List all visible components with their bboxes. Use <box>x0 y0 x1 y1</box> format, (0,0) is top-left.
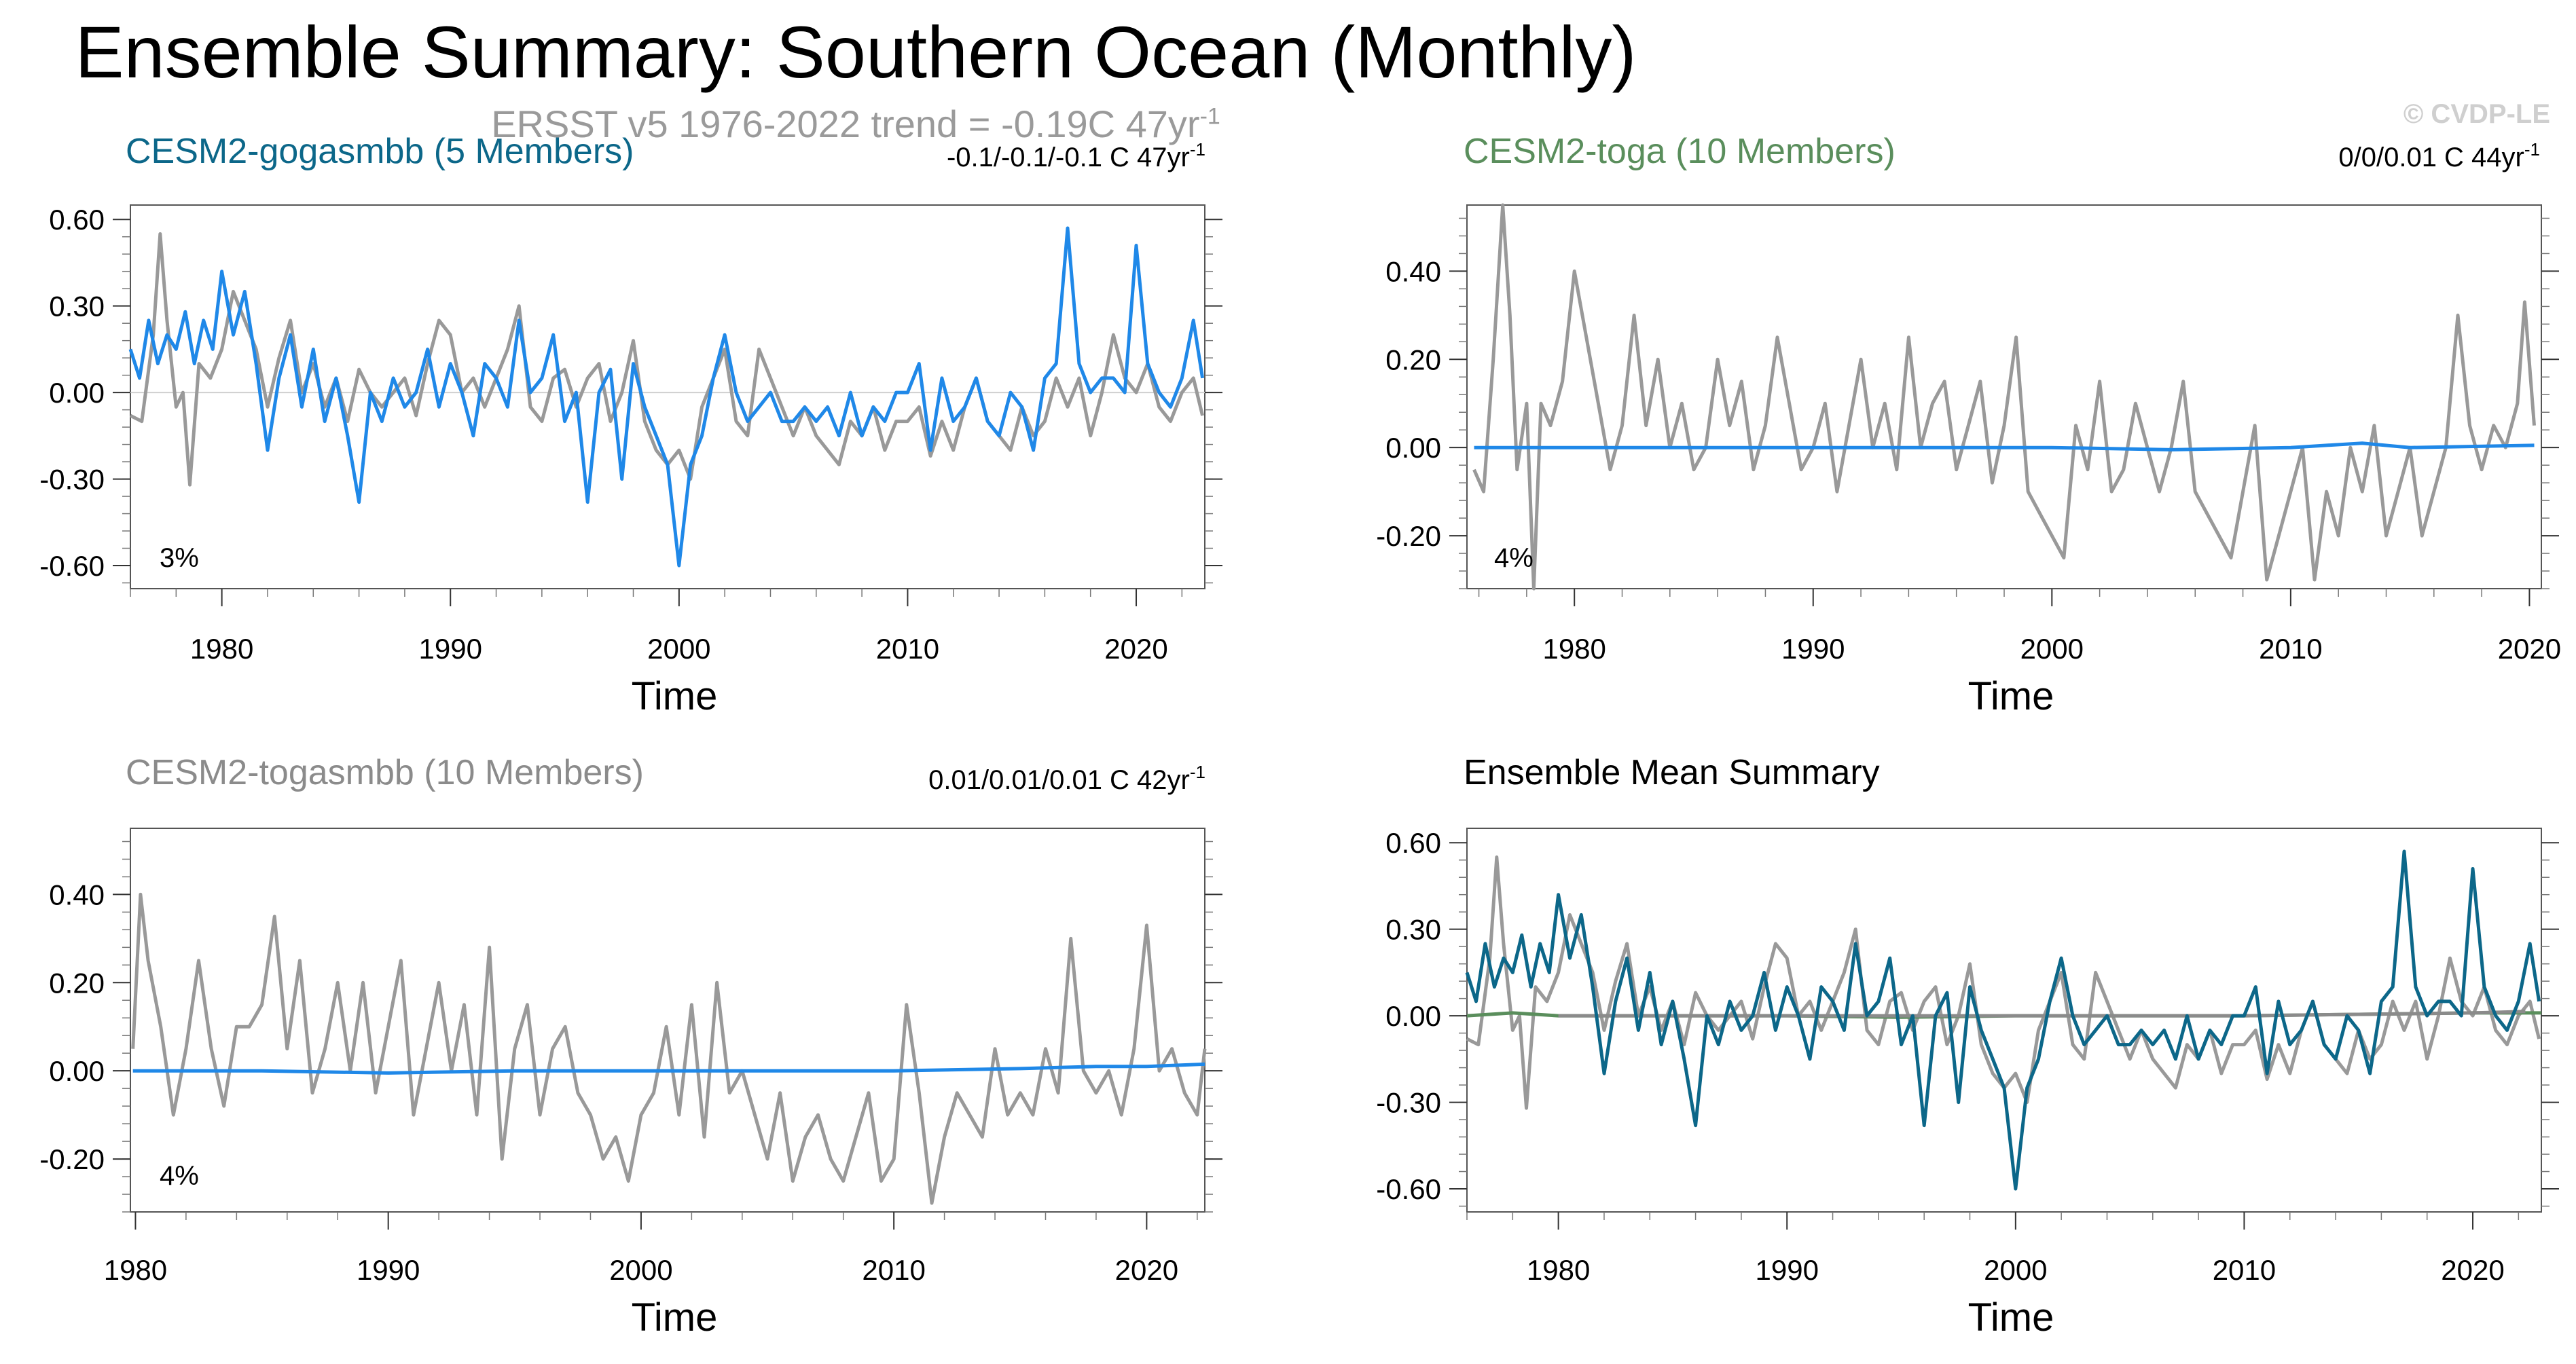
x-tick-label: 2020 <box>1115 1254 1178 1286</box>
x-tick-label: 2020 <box>2498 633 2561 665</box>
figure-title: Ensemble Summary: Southern Ocean (Monthl… <box>75 11 1637 93</box>
series-line-ersst-v5 <box>1472 203 2536 591</box>
plot-frame <box>1466 828 2542 1213</box>
panel-title: CESM2-togasmbb (10 Members) <box>126 753 644 792</box>
panel-trend: 0/0/0.01 C 44yr-1 <box>2338 139 2540 172</box>
series-line-cesm2-gogasmbb <box>128 226 1205 568</box>
panel-percent: 4% <box>160 1161 199 1191</box>
x-tick-label: 1980 <box>1527 1254 1590 1286</box>
x-tick-label: 2010 <box>862 1254 925 1286</box>
panel-title: CESM2-toga (10 Members) <box>1464 132 1895 171</box>
series-line-ersst-v5 <box>129 232 1205 487</box>
y-tick-label: 0.60 <box>49 204 105 236</box>
y-tick-label: 0.00 <box>49 1055 105 1087</box>
chart-panel-top-right: 0.40 0.20 0.00 -0.20 1980 1990 2000 2010 2020 CES… <box>1376 132 2561 718</box>
y-tick-label: 0.00 <box>1385 432 1441 464</box>
series-line-cesm2-toga <box>1474 441 2535 451</box>
x-tick-label: 2010 <box>2259 633 2322 665</box>
chart-panel-bottom-left: 0.40 0.20 0.00 -0.20 1980 1990 2000 2010 2020 CES… <box>39 753 1222 1340</box>
panel-trend-superscript: -1 <box>2524 139 2540 160</box>
x-tick-label: 1990 <box>1756 1254 1819 1286</box>
panel-trend-superscript: -1 <box>1190 762 1205 782</box>
plot-frame <box>1466 204 2542 589</box>
x-tick-label: 2000 <box>647 633 710 665</box>
y-tick-label: -0.60 <box>39 550 105 582</box>
panel-trend: 0.01/0.01/0.01 C 42yr-1 <box>928 762 1205 795</box>
panel-percent: 3% <box>160 543 199 573</box>
y-tick-label: 0.30 <box>1385 914 1441 946</box>
x-tick-label: 2000 <box>2020 633 2084 665</box>
x-tick-label: 1990 <box>357 1254 420 1286</box>
series-line-cesm2-togasmbb <box>132 1062 1205 1075</box>
panel-percent: 4% <box>1494 543 1534 573</box>
x-tick-label: 2020 <box>2441 1254 2504 1286</box>
y-tick-label: -0.60 <box>1376 1173 1441 1205</box>
x-tick-label: 2020 <box>1104 633 1167 665</box>
observation-trend: ERSST v5 1976-2022 trend = -0.19C 47yr-1 <box>0 102 1711 146</box>
x-axis-title: Time <box>632 674 718 718</box>
y-tick-label: -0.30 <box>1376 1087 1441 1119</box>
y-tick-label: 0.00 <box>49 377 105 409</box>
panel-title: CESM2-gogasmbb (5 Members) <box>126 132 634 171</box>
x-tick-label: 1980 <box>1542 633 1606 665</box>
x-tick-label: 2010 <box>2213 1254 2276 1286</box>
chart-panel-top-left: 0.60 0.30 0.00 -0.30 -0.60 1980 1990 2000 2010 20… <box>39 132 1222 718</box>
panel-trend-superscript: -1 <box>1190 139 1205 160</box>
x-tick-label: 1990 <box>1781 633 1845 665</box>
x-tick-label: 1980 <box>190 633 253 665</box>
x-axis-title: Time <box>1968 1295 2054 1340</box>
panel-title: Ensemble Mean Summary <box>1464 753 1880 792</box>
y-tick-label: 0.40 <box>49 879 105 910</box>
series-line-ersst-v5 <box>1466 855 2541 1110</box>
y-tick-label: -0.30 <box>39 464 105 496</box>
x-tick-label: 1990 <box>419 633 482 665</box>
x-axis-title: Time <box>632 1295 718 1340</box>
y-tick-label: 0.20 <box>49 967 105 999</box>
plot-frame <box>130 204 1205 589</box>
observation-trend-text: ERSST v5 1976-2022 trend = -0.19C 47yr <box>491 103 1200 145</box>
x-tick-label: 2000 <box>609 1254 672 1286</box>
chart-panel-bottom-right: 0.60 0.30 0.00 -0.30 -0.60 1980 1990 2000 2010 20… <box>1376 753 2559 1340</box>
y-tick-label: 0.60 <box>1385 827 1441 859</box>
series-line-cesm2-gogasmbb <box>1465 849 2541 1191</box>
y-tick-label: -0.20 <box>39 1143 105 1175</box>
series-line-ersst-v5 <box>131 892 1207 1205</box>
x-tick-label: 1980 <box>104 1254 167 1286</box>
y-tick-label: -0.20 <box>1376 520 1441 552</box>
y-tick-label: 0.20 <box>1385 344 1441 375</box>
observation-trend-superscript: -1 <box>1199 103 1220 130</box>
credit-label: © CVDP-LE <box>2403 99 2550 129</box>
panel-trend: -0.1/-0.1/-0.1 C 47yr-1 <box>947 139 1205 172</box>
x-tick-label: 2010 <box>876 633 939 665</box>
y-tick-label: 0.40 <box>1385 255 1441 287</box>
y-tick-label: 0.00 <box>1385 1000 1441 1032</box>
x-axis-title: Time <box>1968 674 2054 718</box>
x-tick-label: 2000 <box>1984 1254 2047 1286</box>
plot-frame <box>130 828 1205 1213</box>
y-tick-label: 0.30 <box>49 291 105 322</box>
